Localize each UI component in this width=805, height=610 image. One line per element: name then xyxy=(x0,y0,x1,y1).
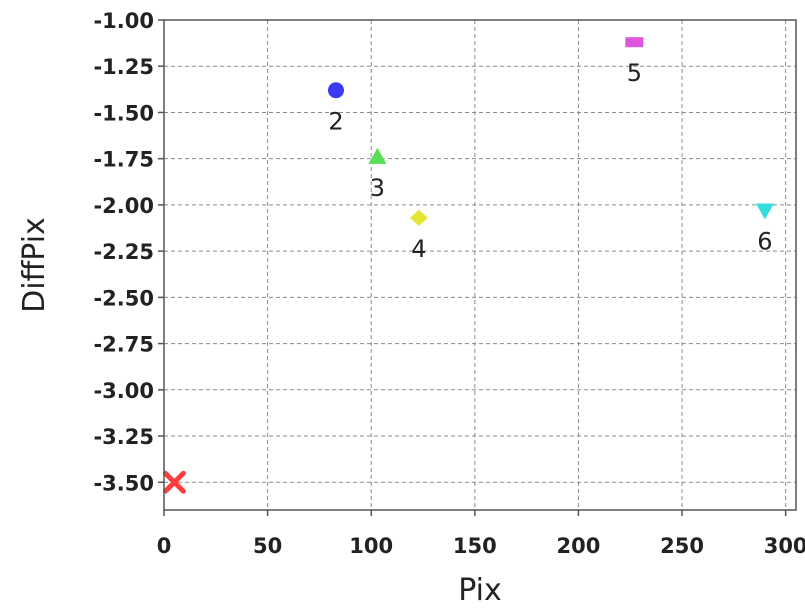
point-label: 6 xyxy=(757,227,772,255)
y-tick-label: -3.25 xyxy=(93,425,154,449)
point-labels: 2 3 4 5 6 xyxy=(328,59,772,263)
x-tick-label: 150 xyxy=(453,534,497,558)
y-tick-label: -1.00 xyxy=(93,9,154,33)
point-label: 3 xyxy=(370,174,385,202)
y-tick-label: -1.25 xyxy=(93,55,154,79)
data-point xyxy=(368,147,387,164)
x-tick-label: 50 xyxy=(253,534,282,558)
data-point xyxy=(409,209,428,226)
point-label: 2 xyxy=(328,107,343,135)
x-tick-label: 200 xyxy=(557,534,601,558)
point-label: 5 xyxy=(627,59,642,87)
x-tick-label: 300 xyxy=(764,534,805,558)
y-tick-label: -2.00 xyxy=(93,194,154,218)
y-tick-label: -1.75 xyxy=(93,148,154,172)
x-tick-label: 0 xyxy=(157,534,172,558)
data-point xyxy=(327,82,344,99)
plot-area xyxy=(164,20,796,510)
point-label: 4 xyxy=(411,235,426,263)
y-tick-label: -2.75 xyxy=(93,333,154,357)
x-axis-label: Pix xyxy=(458,573,502,608)
y-tick-label: -1.50 xyxy=(93,101,154,125)
grid-lines xyxy=(163,19,796,510)
y-tick-label: -3.50 xyxy=(93,471,154,495)
y-tick-label: -2.25 xyxy=(93,240,154,264)
y-tick-label: -2.50 xyxy=(93,286,154,310)
y-axis-label: DiffPix xyxy=(17,217,52,313)
data-point xyxy=(755,203,774,220)
data-points xyxy=(162,37,774,494)
plot-frame xyxy=(163,19,797,511)
data-point xyxy=(625,37,644,48)
y-axis: -1.00 -1.25 -1.50 -1.75 -2.00 -2.25 -2.50 -2.75… xyxy=(93,9,164,495)
data-point xyxy=(162,470,186,494)
x-marker-stroke xyxy=(162,470,186,494)
x-tick-label: 250 xyxy=(660,534,704,558)
x-tick-label: 100 xyxy=(349,534,393,558)
x-axis: 0 50 100 150 200 250 300 xyxy=(157,510,805,558)
y-tick-label: -3.00 xyxy=(93,379,154,403)
